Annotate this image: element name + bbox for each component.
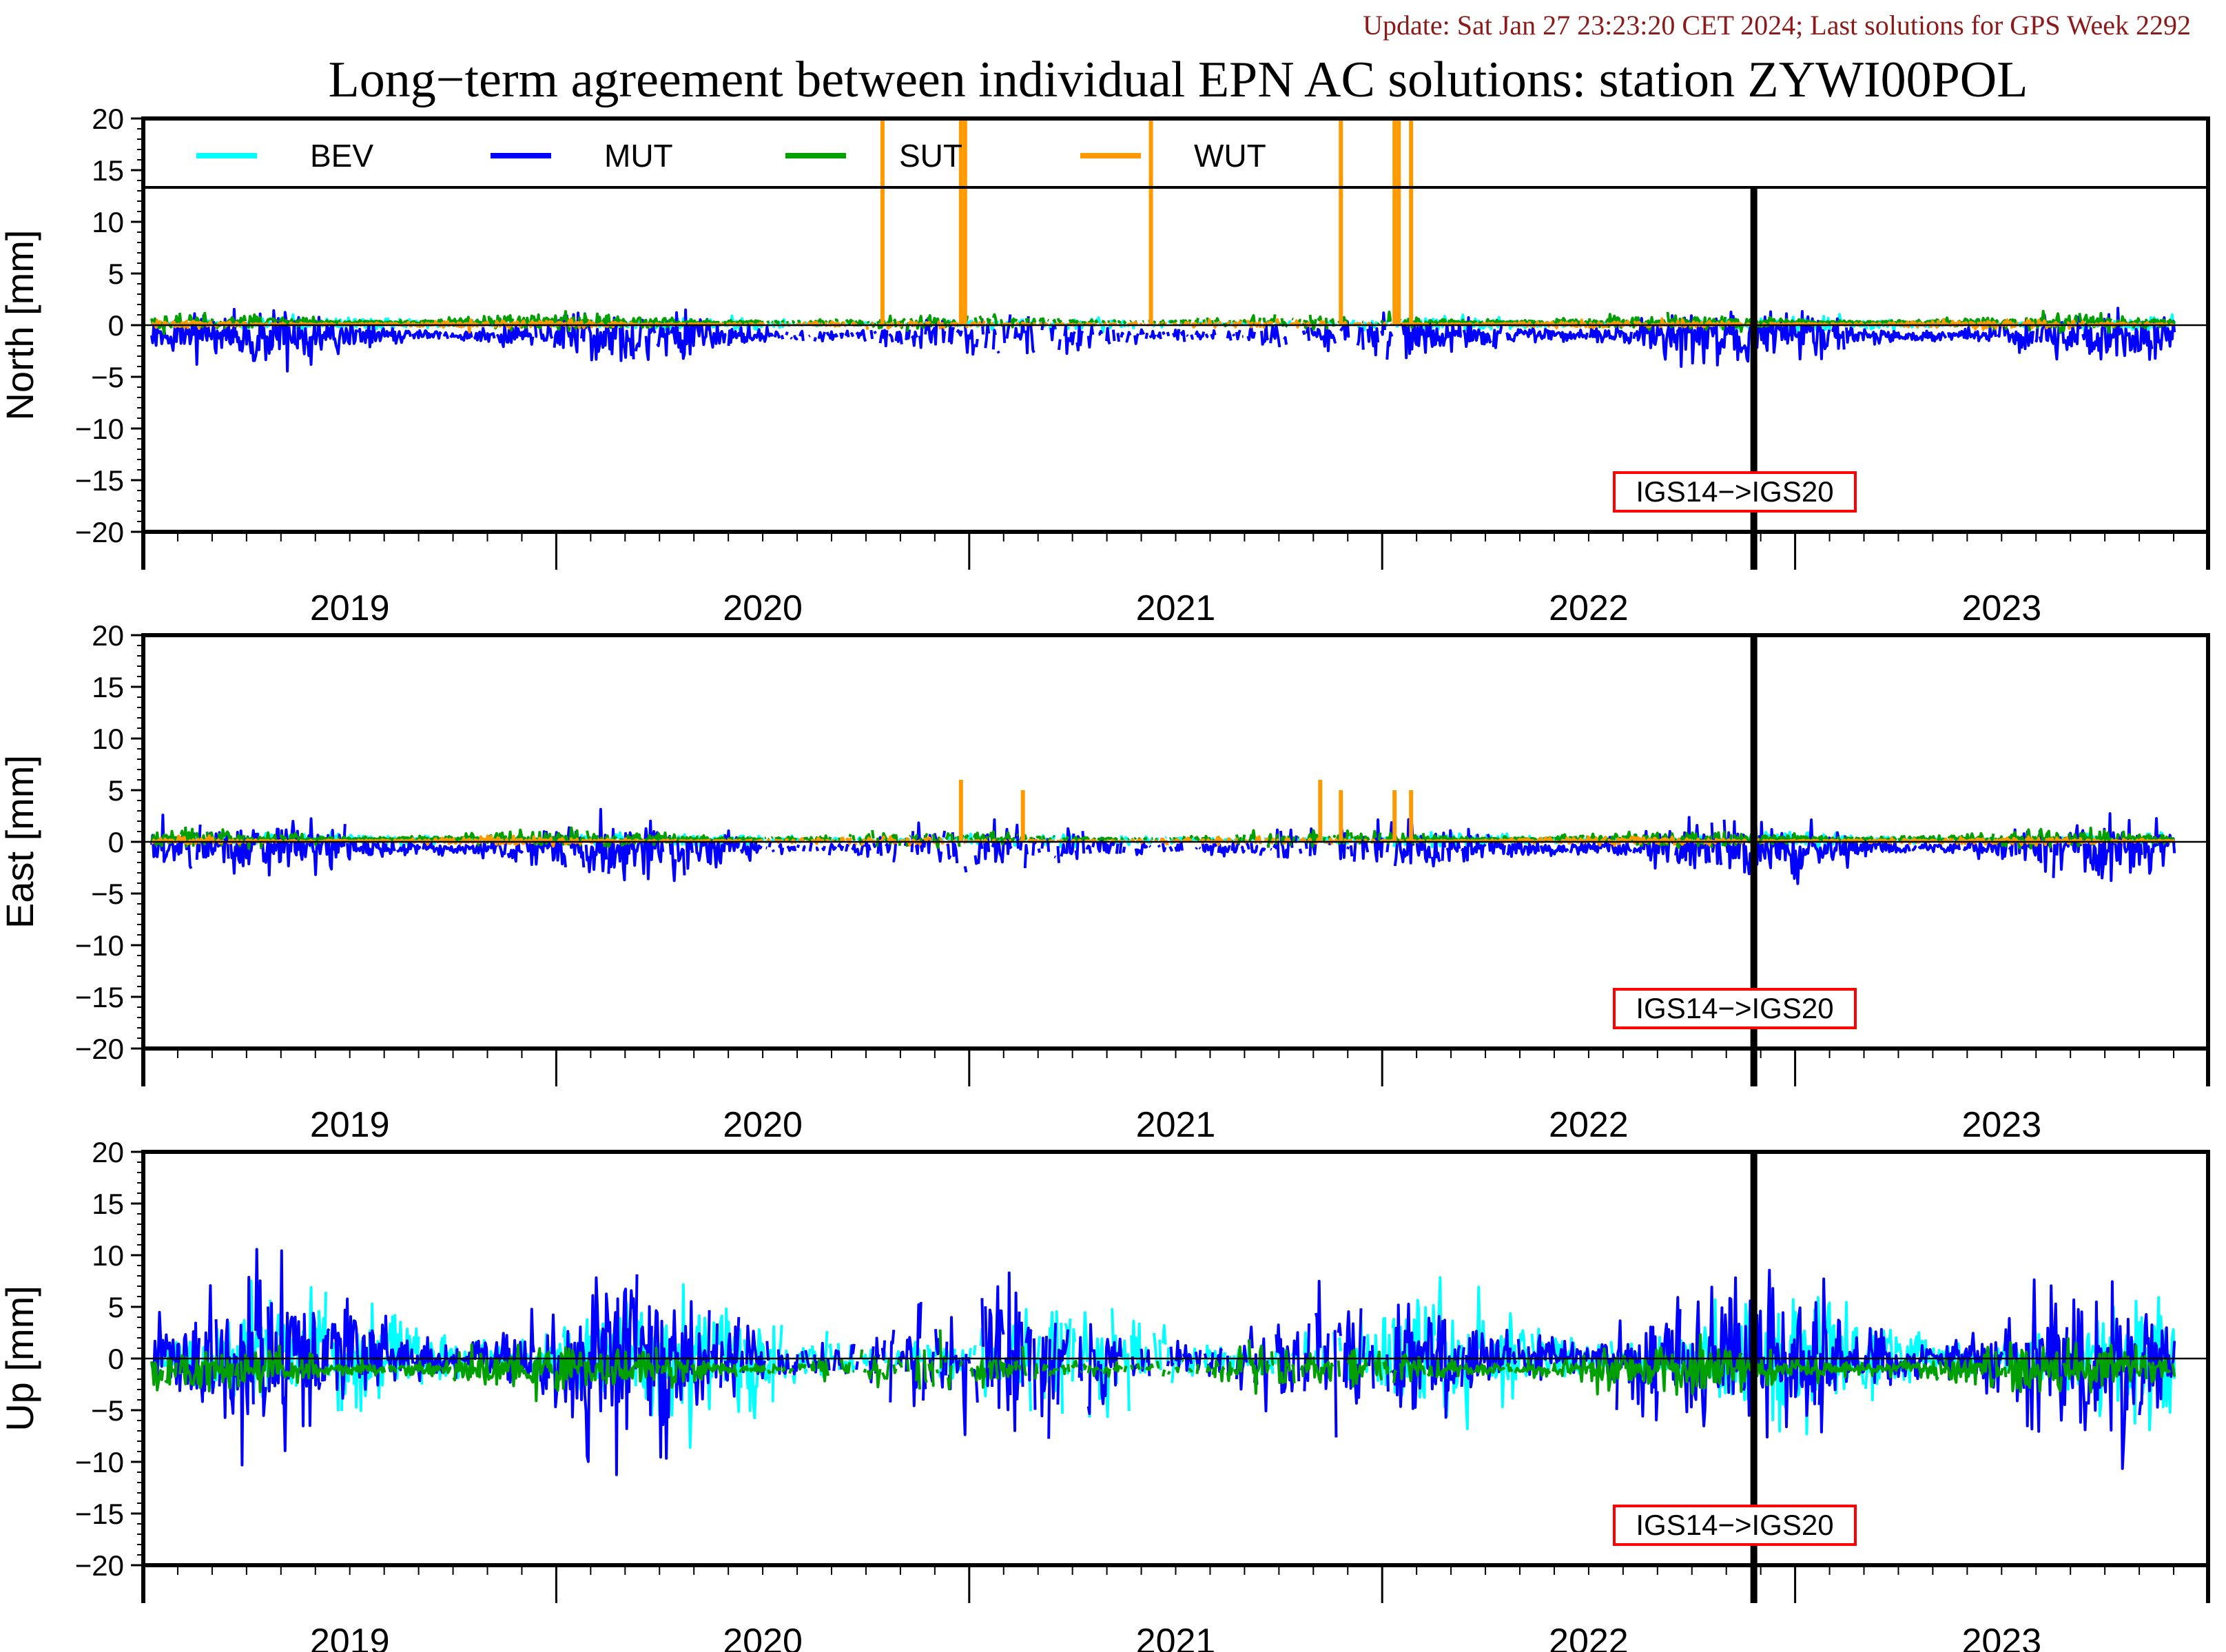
y-tick-label: 20 bbox=[92, 103, 124, 135]
x-year-label: 2019 bbox=[310, 588, 390, 628]
y-tick-label: 5 bbox=[108, 258, 124, 290]
legend-label-mut: MUT bbox=[604, 138, 673, 174]
y-tick-label: −20 bbox=[75, 1549, 124, 1582]
x-year-label: 2022 bbox=[1549, 1105, 1629, 1145]
y-tick-label: 15 bbox=[92, 154, 124, 187]
panel-north: 20 15 10 5 0 −5 −10 −15 −20 2019 2020 2021 2022 2023 N… bbox=[0, 103, 2210, 628]
y-tick-label: −5 bbox=[91, 878, 124, 910]
x-year-label: 2023 bbox=[1961, 588, 2041, 628]
reference-change-box bbox=[1613, 471, 1857, 513]
y-tick-label: −10 bbox=[75, 1446, 124, 1478]
y-tick-label: 20 bbox=[92, 1136, 124, 1168]
y-tick-label: −20 bbox=[75, 1033, 124, 1065]
reference-change-box bbox=[1613, 988, 1857, 1029]
reference-change-label: IGS14−>IGS20 bbox=[1636, 475, 1833, 508]
y-tick-label: 5 bbox=[108, 774, 124, 807]
legend: BEV MUT SUT WUT bbox=[142, 117, 2209, 189]
series-line-mut bbox=[150, 807, 2176, 885]
y-tick-label: 10 bbox=[92, 206, 124, 238]
legend-box bbox=[142, 117, 2209, 189]
y-tick-label: −5 bbox=[91, 1394, 124, 1427]
x-year-label: 2023 bbox=[1961, 1622, 2041, 1652]
chart-title: Long−term agreement between individual E… bbox=[329, 52, 2028, 108]
reference-change-box bbox=[1613, 1505, 1857, 1546]
reference-change-label: IGS14−>IGS20 bbox=[1636, 992, 1833, 1024]
x-year-label: 2020 bbox=[723, 1105, 803, 1145]
y-axis-label: East [mm] bbox=[0, 755, 41, 929]
y-tick-label: −20 bbox=[75, 516, 124, 548]
series-line-sut bbox=[150, 1329, 2176, 1403]
y-tick-label: 0 bbox=[108, 826, 124, 858]
legend-label-bev: BEV bbox=[310, 138, 373, 174]
y-tick-label: 15 bbox=[92, 671, 124, 703]
y-tick-label: 0 bbox=[108, 1343, 124, 1375]
x-year-label: 2023 bbox=[1961, 1105, 2041, 1145]
series-line-mut bbox=[150, 307, 2176, 373]
y-tick-label: −15 bbox=[75, 981, 124, 1013]
x-year-label: 2020 bbox=[723, 1622, 803, 1652]
y-tick-label: −15 bbox=[75, 464, 124, 497]
legend-label-wut: WUT bbox=[1194, 138, 1266, 174]
reference-change-label: IGS14−>IGS20 bbox=[1636, 1509, 1833, 1541]
y-tick-label: −10 bbox=[75, 929, 124, 962]
y-tick-label: 5 bbox=[108, 1291, 124, 1323]
data-layer bbox=[150, 780, 2176, 885]
y-tick-label: 0 bbox=[108, 309, 124, 342]
y-tick-label: −10 bbox=[75, 413, 124, 445]
x-year-label: 2020 bbox=[723, 588, 803, 628]
panel-east: 20 15 10 5 0 −5 −10 −15 −20 2019 2020 2021 2022 2023 E… bbox=[0, 619, 2210, 1145]
y-tick-label: 10 bbox=[92, 723, 124, 755]
y-tick-label: 20 bbox=[92, 619, 124, 652]
panel-up: 20 15 10 5 0 −5 −10 −15 −20 2019 2020 2021 2022 2023 U… bbox=[0, 1136, 2210, 1652]
x-year-label: 2022 bbox=[1549, 588, 1629, 628]
x-year-label: 2022 bbox=[1549, 1622, 1629, 1652]
update-timestamp: Update: Sat Jan 27 23:23:20 CET 2024; La… bbox=[1363, 10, 2191, 41]
x-year-label: 2021 bbox=[1136, 1622, 1216, 1652]
x-year-label: 2021 bbox=[1136, 1105, 1216, 1145]
x-year-label: 2019 bbox=[310, 1105, 390, 1145]
y-tick-label: −15 bbox=[75, 1498, 124, 1530]
y-axis-label: Up [mm] bbox=[0, 1286, 41, 1432]
x-year-label: 2021 bbox=[1136, 588, 1216, 628]
data-layer bbox=[150, 118, 2176, 373]
x-year-label: 2019 bbox=[310, 1622, 390, 1652]
y-tick-label: −5 bbox=[91, 361, 124, 393]
y-tick-label: 10 bbox=[92, 1239, 124, 1272]
y-tick-label: 15 bbox=[92, 1188, 124, 1220]
data-layer bbox=[150, 1248, 2176, 1476]
legend-label-sut: SUT bbox=[899, 138, 962, 174]
y-axis-label: North [mm] bbox=[0, 230, 41, 421]
